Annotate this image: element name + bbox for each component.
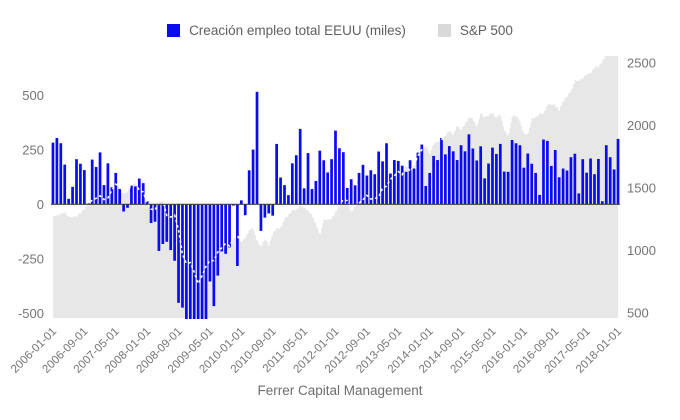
- sp500-area: [52, 56, 619, 318]
- svg-text:2000: 2000: [627, 118, 656, 133]
- legend: Creación empleo total EEUU (miles) S&P 5…: [0, 23, 680, 38]
- svg-text:500: 500: [22, 88, 44, 103]
- svg-text:-500: -500: [18, 306, 44, 321]
- employment-bars[interactable]: [51, 91, 620, 385]
- chart-caption: Ferrer Capital Management: [257, 383, 423, 398]
- x-axis-labels: 2006-01-012006-09-012007-05-012008-01-01…: [9, 326, 624, 376]
- blue-series-swatch: [167, 24, 181, 37]
- svg-text:1500: 1500: [627, 181, 656, 196]
- legend-label-empleo: Creación empleo total EEUU (miles): [189, 23, 406, 38]
- svg-text:-250: -250: [18, 251, 44, 266]
- svg-text:250: 250: [22, 142, 44, 157]
- legend-item-empleo[interactable]: Creación empleo total EEUU (miles): [167, 23, 406, 38]
- svg-text:500: 500: [627, 306, 649, 321]
- svg-text:1000: 1000: [627, 243, 656, 258]
- svg-text:0: 0: [37, 197, 44, 212]
- legend-item-sp500[interactable]: S&P 500: [437, 23, 513, 38]
- right-axis-labels: 2500 2000 1500 1000 500: [627, 56, 656, 321]
- left-axis-labels: 500 250 0 -250 -500: [18, 88, 44, 321]
- legend-label-sp500: S&P 500: [459, 23, 513, 38]
- gray-series-swatch: [437, 24, 451, 37]
- svg-text:2500: 2500: [627, 56, 656, 71]
